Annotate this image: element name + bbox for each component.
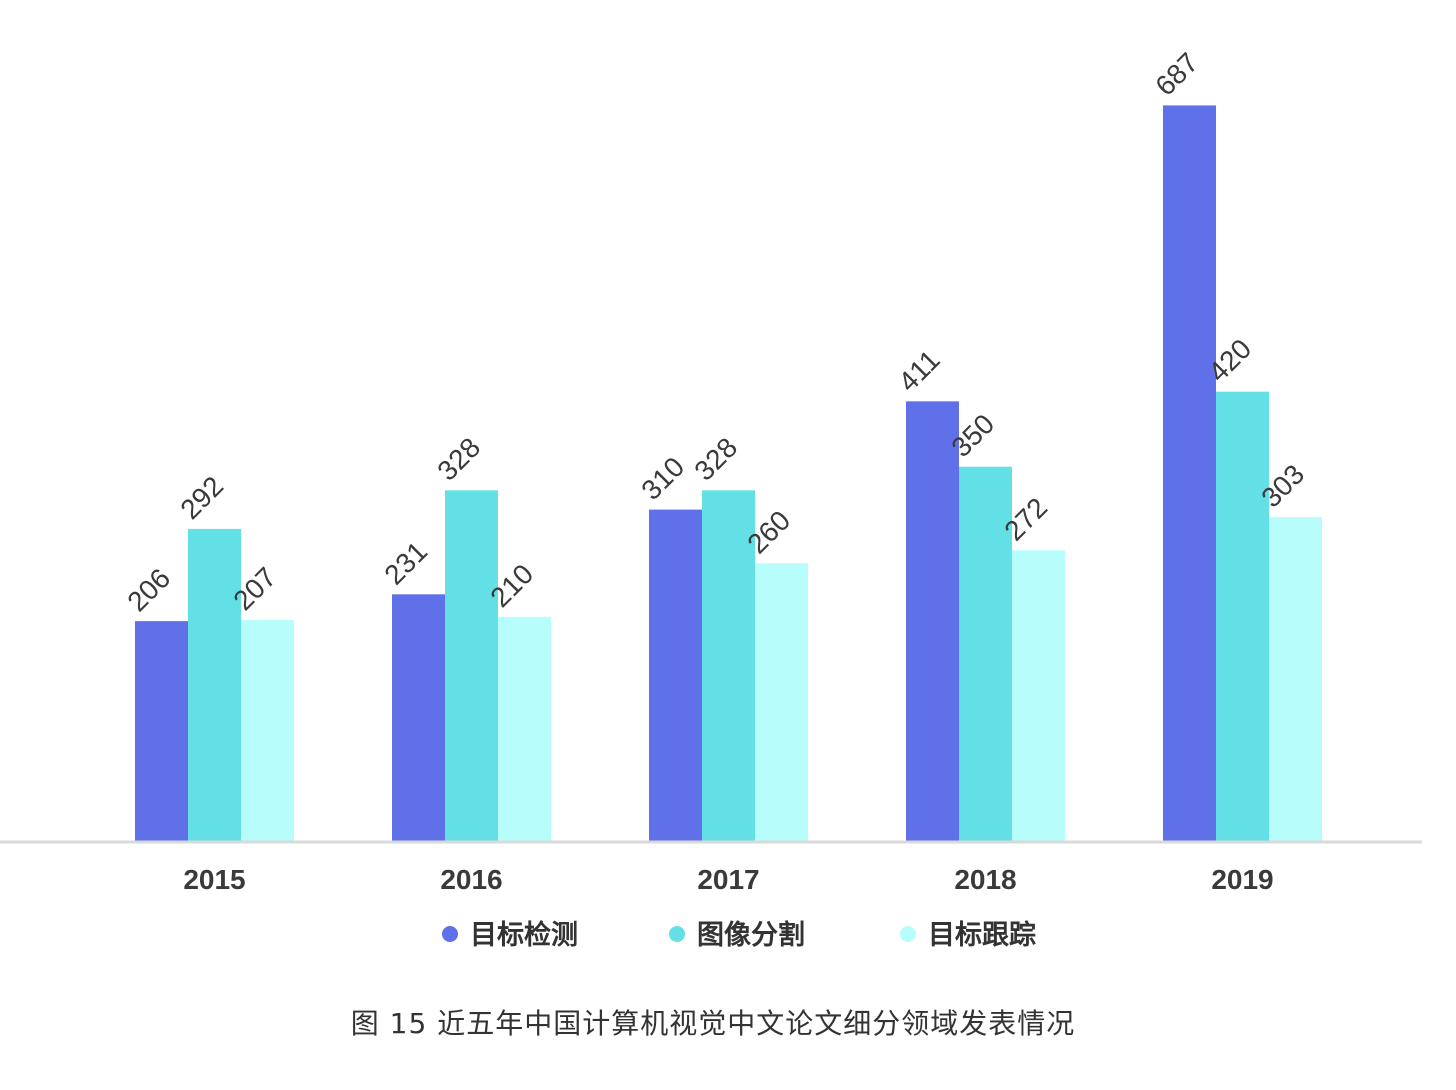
data-label-2016-series-1: 231 [378, 536, 433, 591]
legend-label: 图像分割 [697, 919, 805, 951]
bar-2019-series-3 [1269, 517, 1322, 842]
bar-2019-series-2 [1216, 391, 1269, 842]
bar-2015-series-1 [135, 621, 188, 842]
bar-2015-series-2 [188, 528, 241, 842]
x-axis-ticks: 2015 2016 2017 2018 2019 [183, 864, 1273, 895]
bar-2016-series-1 [392, 594, 445, 842]
bar-2018-series-3 [1012, 550, 1065, 842]
legend-item-1: 目标检测 [442, 919, 578, 951]
legend-label: 目标检测 [470, 919, 578, 951]
x-tick-label-2015: 2015 [183, 864, 245, 895]
data-label-2016-series-2: 328 [431, 432, 486, 487]
bar-2018-series-1 [906, 401, 959, 842]
legend-marker-icon [442, 926, 458, 942]
bars-layer [135, 105, 1322, 842]
bar-2015-series-3 [241, 620, 294, 842]
data-label-2015-series-1: 206 [121, 562, 176, 617]
legend-item-2: 图像分割 [669, 919, 805, 951]
bar-2018-series-2 [959, 466, 1012, 842]
bar-2017-series-1 [649, 509, 702, 842]
x-tick-label-2017: 2017 [697, 864, 759, 895]
figure-caption: 图 15 近五年中国计算机视觉中文论文细分领域发表情况 [350, 1007, 1076, 1040]
bar-2017-series-3 [755, 563, 808, 842]
x-tick-label-2018: 2018 [954, 864, 1016, 895]
legend-marker-icon [900, 926, 916, 942]
x-tick-label-2016: 2016 [440, 864, 502, 895]
x-tick-label-2019: 2019 [1211, 864, 1273, 895]
data-label-2017-series-2: 328 [688, 432, 743, 487]
legend: 目标检测 图像分割 目标跟踪 [442, 919, 1036, 951]
legend-marker-icon [669, 926, 685, 942]
bar-2016-series-3 [498, 616, 551, 842]
data-label-2018-series-1: 411 [892, 344, 945, 397]
data-label-2019-series-1: 687 [1149, 47, 1204, 102]
legend-label: 目标跟踪 [928, 920, 1036, 951]
bar-2017-series-2 [702, 490, 755, 842]
data-label-2015-series-2: 292 [174, 470, 229, 525]
legend-item-3: 目标跟踪 [900, 920, 1036, 951]
bar-2016-series-2 [445, 490, 498, 842]
data-label-2017-series-1: 310 [635, 451, 690, 506]
bar-2019-series-1 [1163, 105, 1216, 842]
